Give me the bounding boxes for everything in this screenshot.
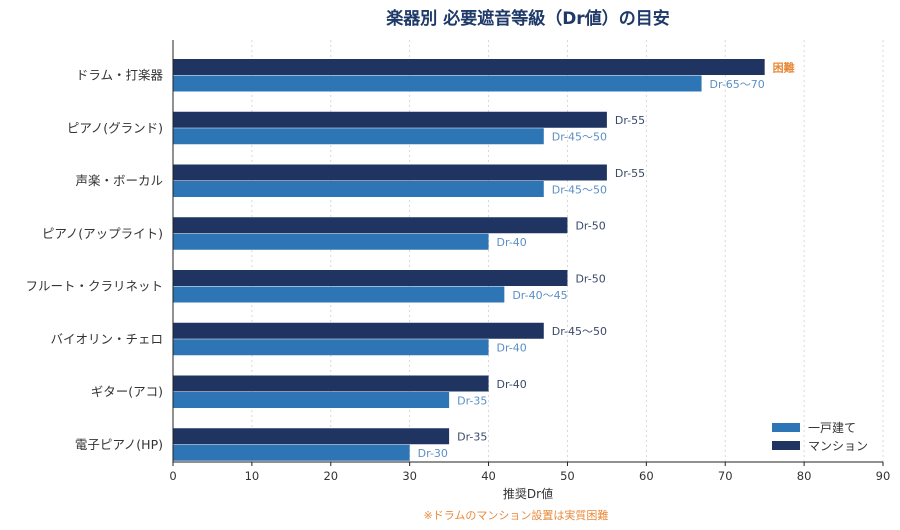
x-tick-label: 70: [718, 469, 733, 483]
legend-swatch-condo: [772, 441, 800, 450]
value-label-detached: Dr-45〜50: [552, 183, 607, 196]
bar-detached: [173, 128, 544, 145]
bar-condo: [173, 59, 765, 75]
legend: 一戸建て マンション: [772, 421, 868, 453]
value-label-detached: Dr-45〜50: [552, 131, 607, 144]
bar-detached: [173, 392, 450, 408]
x-tick-label: 90: [876, 469, 891, 483]
bar-detached: [173, 233, 489, 250]
category-label: 声楽・ボーカル: [75, 173, 163, 188]
bar-detached: [173, 75, 702, 92]
x-tick-label: 0: [169, 469, 176, 483]
legend-label-detached: 一戸建て: [808, 421, 856, 435]
value-label-detached: Dr-35: [457, 394, 487, 407]
chart-title: 楽器別 必要遮音等級（Dr値）の目安: [386, 8, 669, 29]
x-tick-label: 60: [639, 469, 654, 483]
x-tick-label: 20: [323, 469, 338, 483]
value-label-detached: Dr-40〜45: [512, 289, 567, 302]
value-label-detached: Dr-40: [497, 342, 527, 355]
x-tick-label: 10: [245, 469, 260, 483]
category-label: ピアノ(アップライト): [42, 226, 163, 241]
value-label-condo: Dr-50: [575, 220, 605, 233]
value-label-condo: Dr-50: [575, 272, 605, 285]
x-tick-label: 40: [481, 469, 496, 483]
value-labels: 困難 Dr-65〜70 Dr-55 Dr-45〜50 Dr-55 Dr-45〜50 Dr-5…: [418, 60, 795, 460]
bar-condo: [173, 322, 544, 339]
x-axis-label: 推奨Dr値: [503, 486, 553, 501]
value-label-condo: Dr-45〜50: [552, 325, 607, 338]
bar-condo: [173, 270, 568, 286]
category-label: 電子ピアノ(HP): [75, 437, 163, 452]
x-tick-label: 80: [797, 469, 812, 483]
category-label: バイオリン・チェロ: [50, 331, 163, 346]
x-tick-label: 30: [402, 469, 417, 483]
x-tick-label: 50: [560, 469, 575, 483]
value-label-detached: Dr-65〜70: [710, 78, 765, 91]
bar-condo: [173, 111, 607, 128]
value-label-detached: Dr-30: [418, 447, 448, 460]
bar-detached: [173, 339, 489, 356]
category-label: ギター(アコ): [91, 384, 163, 399]
bar-condo: [173, 428, 450, 445]
bar-condo: [173, 375, 489, 392]
value-label-condo: Dr-55: [615, 114, 645, 127]
legend-label-condo: マンション: [808, 439, 868, 453]
value-label-condo: Dr-35: [457, 431, 487, 444]
category-label: ドラム・打楽器: [76, 68, 164, 83]
bar-condo: [173, 217, 568, 234]
bar-detached: [173, 286, 505, 303]
bars: [173, 59, 765, 461]
bar-condo: [173, 164, 607, 181]
grid-lines: [251, 40, 884, 462]
category-label: ピアノ(グランド): [67, 120, 163, 135]
bar-detached: [173, 444, 410, 461]
value-label-detached: Dr-40: [497, 236, 527, 249]
value-label-condo: Dr-55: [615, 167, 645, 180]
x-tick-labels: 0 10 20 30 40 50 60 70 80 90: [169, 462, 890, 483]
value-label-condo: Dr-40: [497, 378, 527, 391]
value-label-condo: 困難: [773, 60, 795, 74]
bar-detached: [173, 181, 544, 197]
category-label: フルート・クラリネット: [25, 279, 163, 294]
footnote: ※ドラムのマンション設置は実質困難: [424, 508, 609, 522]
legend-swatch-detached: [772, 423, 800, 432]
